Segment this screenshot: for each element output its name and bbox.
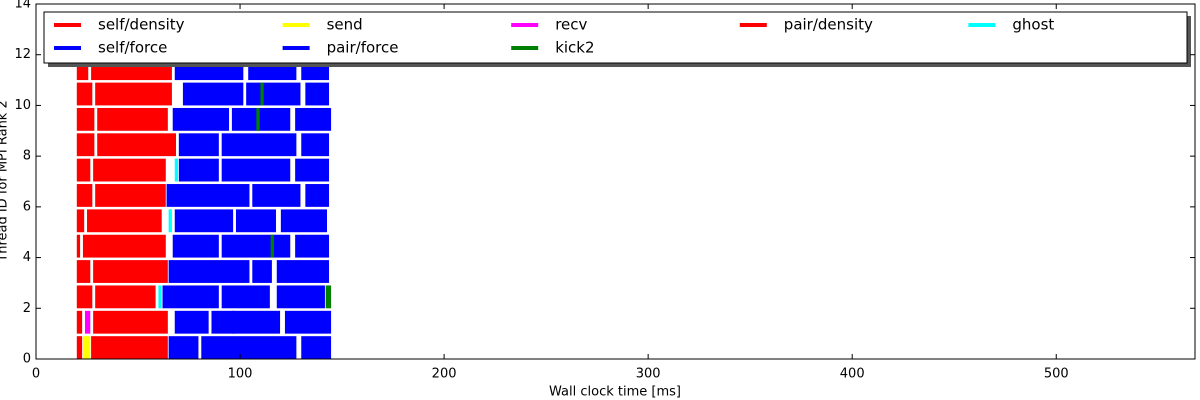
task-segment — [82, 234, 166, 258]
x-tick-label: 400 — [840, 367, 865, 382]
task-segment — [76, 107, 95, 131]
task-segment — [93, 310, 168, 334]
legend-label: pair/force — [327, 39, 399, 57]
task-segment — [76, 260, 91, 283]
task-segment — [76, 133, 95, 157]
task-segment — [252, 184, 301, 207]
y-tick-label: 2 — [23, 301, 31, 316]
x-axis-label: Wall clock time [ms] — [549, 385, 681, 400]
task-segment — [178, 158, 219, 182]
task-segment — [172, 107, 230, 131]
task-segment — [174, 209, 234, 233]
x-tick-label: 200 — [432, 367, 457, 382]
task-segment — [76, 158, 91, 182]
y-tick-label: 4 — [23, 250, 31, 265]
task-segment — [93, 158, 166, 182]
task-segment — [76, 184, 93, 207]
task-segment — [221, 234, 291, 258]
task-segment — [91, 336, 168, 359]
task-segment — [252, 260, 272, 283]
task-segment — [84, 310, 91, 334]
task-segment — [201, 336, 297, 359]
legend: self/density send recv pair/density ghost sel… — [43, 11, 1191, 67]
task-segment — [95, 82, 172, 106]
task-segment — [95, 184, 166, 207]
task-segment — [76, 209, 85, 233]
task-segment — [162, 285, 219, 309]
legend-label: kick2 — [555, 39, 594, 57]
task-segment — [284, 310, 332, 334]
task-segment — [172, 234, 219, 258]
x-tick-label: 300 — [636, 367, 661, 382]
task-segment — [168, 336, 199, 359]
legend-label: ghost — [1012, 16, 1054, 34]
task-segment — [158, 285, 162, 309]
legend-label: send — [327, 16, 363, 34]
y-axis-label: Thread ID for MPI Rank 2 — [0, 100, 11, 262]
y-tick-label: 8 — [23, 149, 31, 164]
task-segment — [76, 57, 89, 81]
y-tick-label: 12 — [14, 47, 31, 62]
legend-box — [43, 11, 1188, 64]
task-segment — [260, 82, 264, 106]
y-tick-label: 0 — [23, 352, 31, 367]
task-segment — [166, 184, 250, 207]
legend-label: self/density — [98, 16, 185, 34]
y-tick-label: 14 — [14, 0, 31, 12]
x-tick-label: 0 — [32, 367, 40, 382]
task-segment — [82, 336, 91, 359]
legend-label: pair/density — [784, 16, 873, 34]
task-segment — [221, 285, 270, 309]
legend-label: self/force — [98, 39, 167, 57]
task-segment — [174, 310, 209, 334]
task-segment — [95, 285, 156, 309]
task-segment — [301, 133, 330, 157]
task-segment — [221, 133, 297, 157]
task-segment — [325, 285, 332, 309]
task-segment — [168, 260, 250, 283]
task-segment — [178, 133, 219, 157]
task-segment — [256, 107, 260, 131]
x-tick-label: 500 — [1044, 367, 1069, 382]
task-segment — [93, 260, 168, 283]
task-segment — [168, 209, 172, 233]
task-segment — [97, 107, 168, 131]
task-segment — [301, 336, 332, 359]
task-segment — [182, 82, 244, 106]
task-segment — [270, 234, 274, 258]
task-segment — [305, 184, 330, 207]
task-segment — [231, 107, 291, 131]
task-segment — [174, 158, 179, 182]
plot-area — [76, 57, 332, 359]
task-segment — [246, 82, 301, 106]
task-segment — [295, 234, 330, 258]
y-tick-label: 6 — [23, 199, 31, 214]
task-segment — [211, 310, 281, 334]
task-segment — [87, 209, 162, 233]
axes-frame — [35, 3, 1196, 360]
task-segment — [295, 107, 332, 131]
task-segment — [305, 82, 330, 106]
task-segment — [76, 336, 83, 359]
task-segment — [221, 158, 291, 182]
task-segment — [295, 158, 330, 182]
task-segment — [276, 260, 330, 283]
task-segment — [76, 234, 81, 258]
task-segment — [76, 82, 93, 106]
task-segment — [76, 285, 93, 309]
task-segment — [97, 133, 176, 157]
y-tick-label: 10 — [14, 98, 31, 113]
legend-label: recv — [555, 16, 587, 34]
task-segment — [276, 285, 325, 309]
task-segment — [280, 209, 327, 233]
task-segment — [76, 310, 83, 334]
task-segment — [235, 209, 276, 233]
x-tick-label: 100 — [228, 367, 253, 382]
